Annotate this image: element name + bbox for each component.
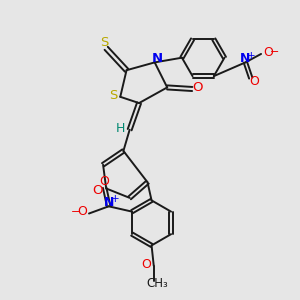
Text: H: H [116, 122, 126, 135]
Text: O: O [193, 81, 203, 94]
Text: −: − [70, 207, 80, 217]
Text: O: O [92, 184, 103, 196]
Text: O: O [263, 46, 273, 59]
Text: −: − [270, 47, 280, 57]
Text: S: S [109, 89, 118, 102]
Text: +: + [248, 50, 256, 61]
Text: O: O [250, 75, 260, 88]
Text: N: N [103, 196, 114, 209]
Text: O: O [100, 176, 110, 188]
Text: CH₃: CH₃ [147, 278, 168, 290]
Text: N: N [240, 52, 250, 65]
Text: O: O [77, 206, 87, 218]
Text: N: N [152, 52, 163, 65]
Text: +: + [111, 194, 119, 204]
Text: S: S [100, 36, 109, 49]
Text: O: O [141, 258, 151, 271]
